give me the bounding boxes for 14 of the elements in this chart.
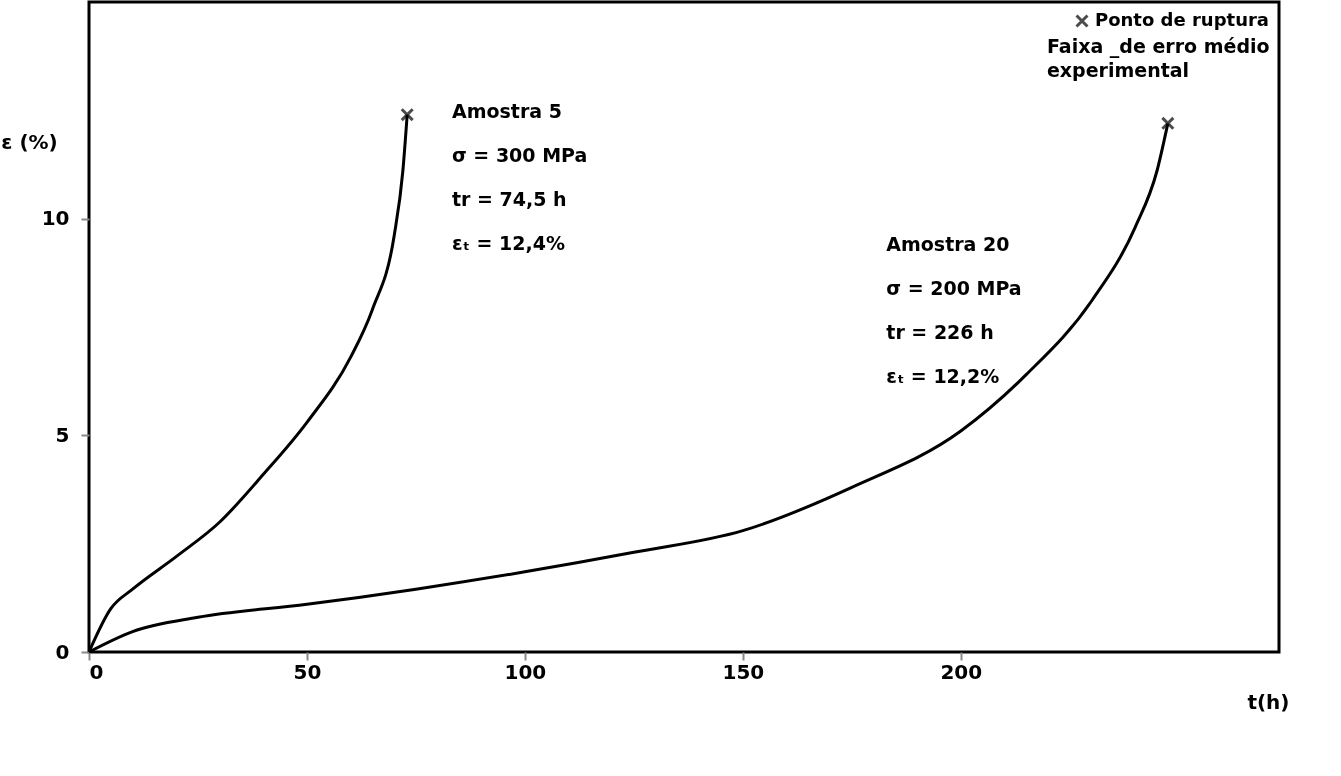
y-tick-label: 10 (41, 206, 70, 231)
legend-label: Ponto de ruptura (1095, 9, 1269, 30)
x-tick-label: 100 (504, 659, 547, 684)
x-tick-label: 150 (722, 659, 765, 684)
annotation: Faixa _de erro médio experimental (1046, 35, 1270, 81)
x-tick-label: 50 (293, 659, 322, 684)
x-tick-label: 0 (89, 659, 104, 684)
annotation: Amostra 20 σ = 200 MPa tr = 226 h εₜ = 12,2% (886, 233, 1022, 387)
x-axis-title: t(h) (1247, 689, 1290, 714)
y-tick-label: 0 (55, 639, 70, 664)
y-axis-title: ε (%) (1, 129, 58, 154)
y-tick-label: 5 (55, 422, 70, 447)
x-tick-label: 200 (940, 659, 983, 684)
annotation: Amostra 5 σ = 300 MPa tr = 74,5 h εₜ = 12,4% (451, 99, 588, 254)
